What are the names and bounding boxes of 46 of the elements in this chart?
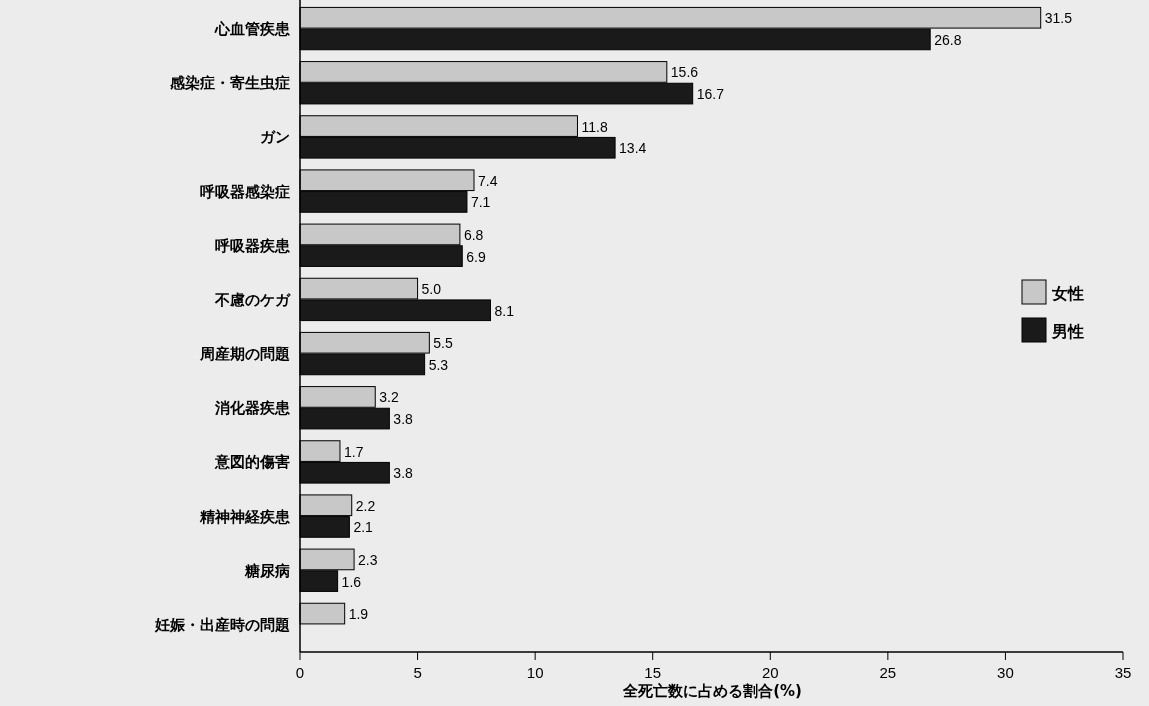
data-label: 31.5: [1044, 10, 1073, 27]
data-label: 5.0: [421, 281, 442, 298]
y-tick-label: 周産期の問題: [199, 345, 290, 364]
x-tick-label: 25: [879, 664, 897, 681]
data-label: 6.9: [466, 248, 486, 265]
legend-label: 女性: [1051, 283, 1084, 303]
x-tick-label: 5: [413, 664, 422, 681]
data-label: 1.6: [341, 573, 362, 590]
data-label: 8.1: [494, 302, 515, 319]
data-label: 1.9: [348, 606, 369, 623]
x-tick-label: 35: [1114, 664, 1132, 681]
y-tick-label: 糖尿病: [244, 561, 290, 580]
data-label: 6.8: [463, 226, 484, 243]
data-label: 7.1: [470, 194, 491, 211]
x-tick-label: 0: [295, 664, 305, 681]
x-tick-label: 20: [761, 664, 779, 681]
y-tick-label: 妊娠・出産時の問題: [154, 615, 290, 634]
data-label: 2.3: [358, 551, 378, 568]
data-label: 11.8: [581, 118, 608, 135]
data-label: 1.7: [343, 443, 364, 460]
data-label: 5.5: [433, 335, 453, 352]
y-tick-label: 呼吸器疾患: [215, 236, 291, 255]
y-tick-label: 精神神経疾患: [199, 507, 291, 526]
data-label: 5.3: [428, 356, 449, 373]
y-tick-label: 意図的傷害: [214, 453, 290, 472]
legend-label: 男性: [1051, 321, 1084, 341]
x-axis-title: 全死亡数に占める割合(%): [622, 682, 802, 700]
y-tick-label: 呼吸器感染症: [200, 182, 290, 201]
x-tick-label: 15: [644, 664, 662, 681]
data-label: 13.4: [619, 140, 647, 157]
y-tick-label: ガン: [260, 128, 290, 147]
data-label: 3.2: [379, 389, 399, 406]
y-tick-label: 不慮のケガ: [214, 290, 291, 309]
data-label: 3.8: [393, 465, 414, 482]
data-label: 2.2: [355, 497, 376, 514]
y-tick-label: 心血管疾患: [214, 20, 291, 39]
x-tick-label: 10: [526, 664, 544, 681]
y-tick-label: 消化器疾患: [214, 399, 291, 418]
data-label: 26.8: [934, 31, 962, 48]
data-label: 15.6: [670, 64, 699, 81]
data-label: 3.8: [393, 411, 414, 428]
x-tick-label: 30: [997, 664, 1014, 681]
y-tick-label: 感染症・寄生虫症: [169, 74, 290, 93]
data-label: 2.1: [353, 519, 374, 536]
data-label: 16.7: [696, 86, 725, 103]
data-label: 7.4: [478, 172, 498, 189]
